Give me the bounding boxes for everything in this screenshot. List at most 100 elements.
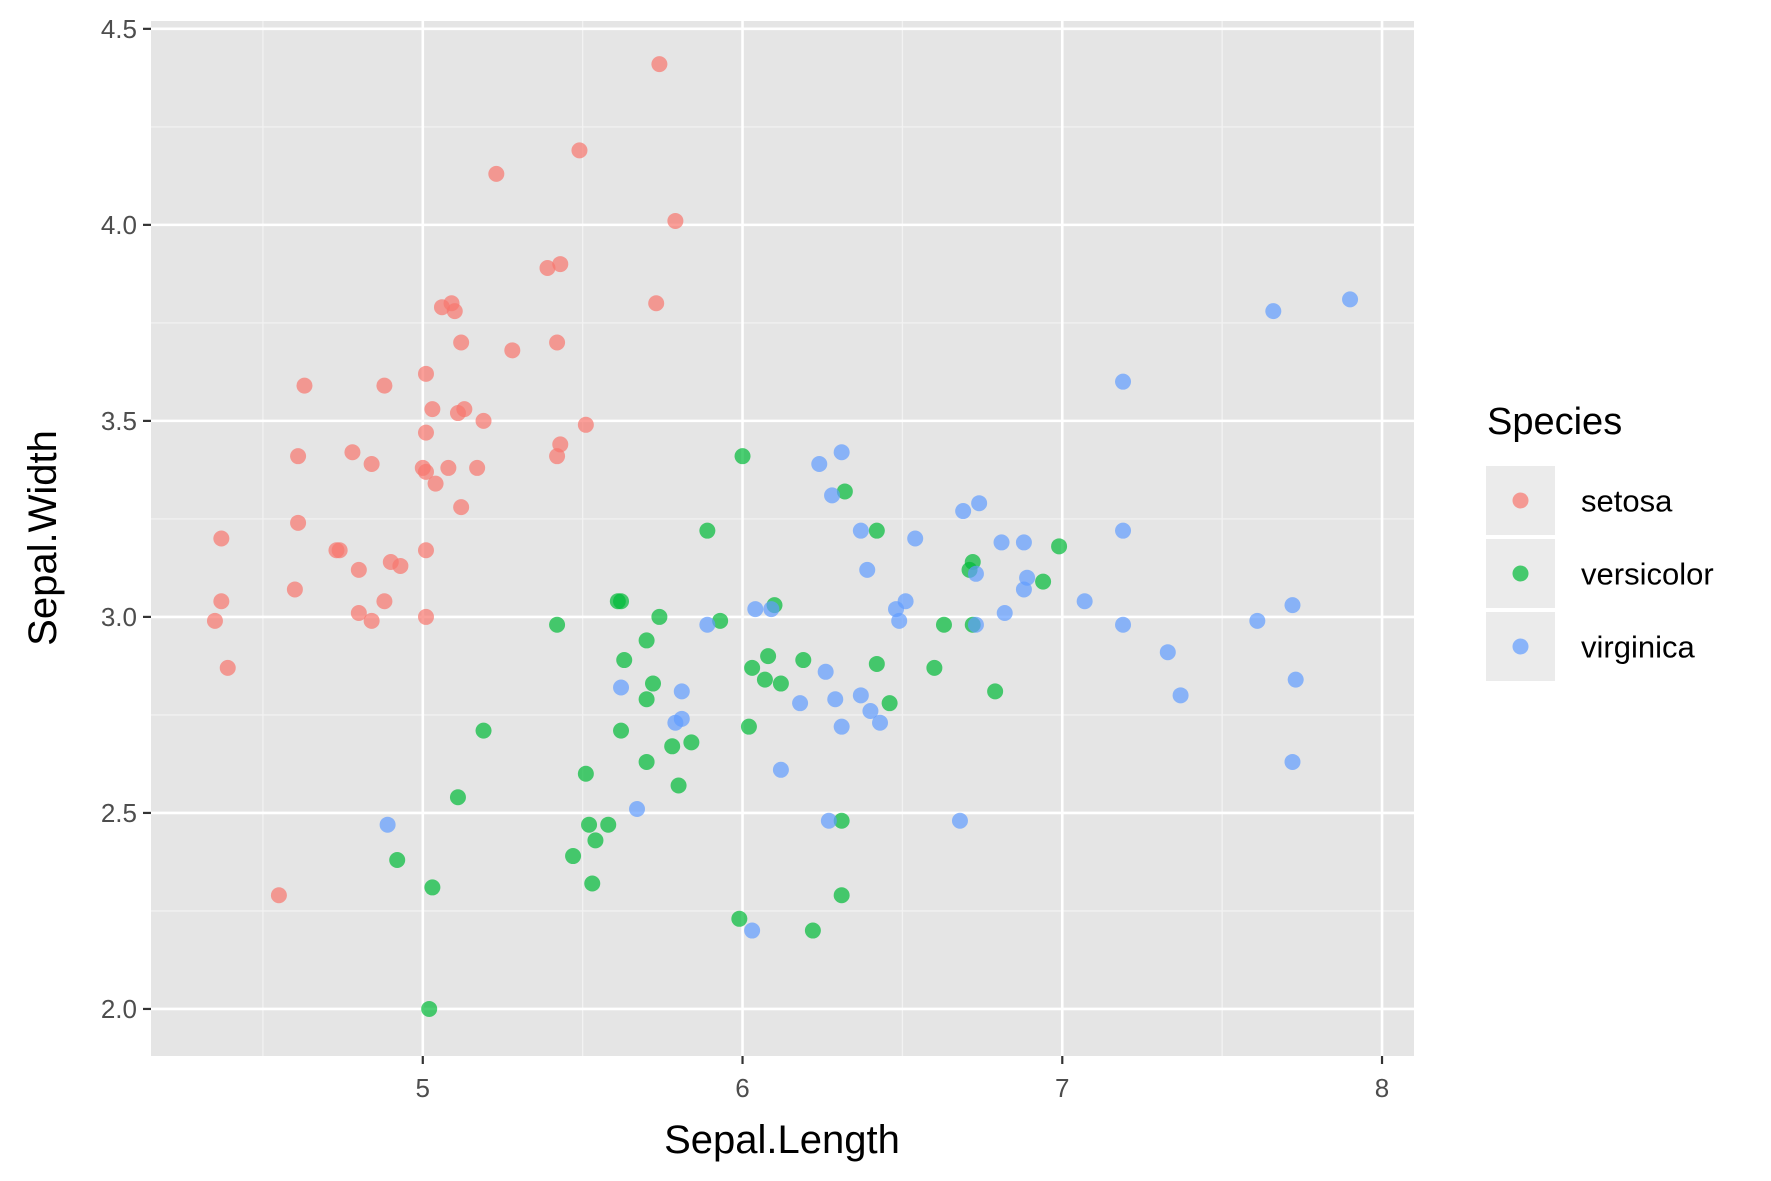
point-setosa xyxy=(552,256,569,273)
point-versicolor xyxy=(638,632,655,649)
point-virginica xyxy=(967,616,984,633)
minor-gridlines xyxy=(151,21,1414,1056)
point-versicolor xyxy=(600,816,617,833)
point-setosa xyxy=(417,424,434,441)
point-versicolor xyxy=(475,722,492,739)
point-versicolor xyxy=(926,659,943,676)
point-versicolor xyxy=(638,691,655,708)
point-versicolor xyxy=(581,816,598,833)
y-tick-label: 3.0 xyxy=(101,602,137,632)
point-versicolor xyxy=(664,738,681,755)
y-tick-label: 2.5 xyxy=(101,798,137,828)
y-axis-title: Sepal.Width xyxy=(21,430,65,646)
point-versicolor xyxy=(795,652,812,669)
point-setosa xyxy=(296,377,313,394)
point-versicolor xyxy=(836,483,853,500)
point-setosa xyxy=(504,342,521,359)
point-virginica xyxy=(859,561,876,578)
point-setosa xyxy=(206,612,223,629)
point-setosa xyxy=(651,56,668,73)
point-virginica xyxy=(1076,593,1093,610)
point-versicolor xyxy=(421,1000,438,1017)
x-tick-label: 5 xyxy=(416,1073,430,1103)
legend-label-setosa: setosa xyxy=(1581,484,1673,519)
point-setosa xyxy=(427,475,444,492)
point-virginica xyxy=(1249,612,1266,629)
point-setosa xyxy=(392,557,409,574)
point-setosa xyxy=(667,212,684,229)
point-setosa xyxy=(344,444,361,461)
point-virginica xyxy=(817,663,834,680)
point-virginica xyxy=(955,503,972,520)
point-virginica xyxy=(852,687,869,704)
point-versicolor xyxy=(1035,573,1052,590)
point-virginica xyxy=(792,695,809,712)
point-virginica xyxy=(811,456,828,473)
point-versicolor xyxy=(670,777,687,794)
point-setosa xyxy=(577,416,594,433)
point-virginica xyxy=(993,534,1010,551)
point-virginica xyxy=(1159,644,1176,661)
point-versicolor xyxy=(987,683,1004,700)
point-setosa xyxy=(219,659,236,676)
point-versicolor xyxy=(712,612,729,629)
legend-label-virginica: virginica xyxy=(1581,630,1695,665)
point-versicolor xyxy=(584,875,601,892)
legend: Species setosa versicolor virginica xyxy=(1486,401,1714,681)
point-virginica xyxy=(820,812,837,829)
legend-title: Species xyxy=(1487,401,1622,443)
y-tick-label: 3.5 xyxy=(101,406,137,436)
point-virginica xyxy=(673,683,690,700)
point-versicolor xyxy=(651,608,668,625)
point-virginica xyxy=(872,714,889,731)
point-versicolor xyxy=(833,887,850,904)
point-versicolor xyxy=(616,652,633,669)
point-versicolor xyxy=(734,448,751,465)
point-virginica xyxy=(747,601,764,618)
point-setosa xyxy=(350,604,367,621)
point-versicolor xyxy=(613,593,630,610)
point-virginica xyxy=(673,710,690,727)
point-virginica xyxy=(1172,687,1189,704)
point-setosa xyxy=(539,259,556,276)
point-virginica xyxy=(951,812,968,829)
point-virginica xyxy=(763,601,780,618)
point-versicolor xyxy=(613,722,630,739)
point-virginica xyxy=(699,616,716,633)
point-virginica xyxy=(967,565,984,582)
point-setosa xyxy=(417,365,434,382)
point-virginica xyxy=(1115,522,1132,539)
data-points xyxy=(206,56,1359,1017)
point-setosa xyxy=(417,542,434,559)
point-setosa xyxy=(290,514,307,531)
point-setosa xyxy=(270,887,287,904)
point-versicolor xyxy=(699,522,716,539)
x-tick-label: 8 xyxy=(1375,1073,1389,1103)
point-virginica xyxy=(629,801,646,818)
legend-swatch-versicolor xyxy=(1512,565,1529,582)
point-versicolor xyxy=(804,922,821,939)
point-setosa xyxy=(453,499,470,516)
point-virginica xyxy=(1284,597,1301,614)
point-virginica xyxy=(907,530,924,547)
point-setosa xyxy=(440,459,457,476)
point-virginica xyxy=(827,691,844,708)
series-virginica xyxy=(379,291,1359,939)
y-tick-label: 4.0 xyxy=(101,210,137,240)
series-setosa xyxy=(206,56,684,904)
point-versicolor xyxy=(1051,538,1068,555)
point-versicolor xyxy=(424,879,441,896)
point-versicolor xyxy=(549,616,566,633)
point-virginica xyxy=(852,522,869,539)
point-virginica xyxy=(862,703,879,719)
point-virginica xyxy=(613,679,630,696)
point-versicolor xyxy=(638,753,655,770)
point-setosa xyxy=(331,542,348,559)
point-versicolor xyxy=(760,648,777,665)
point-virginica xyxy=(772,761,789,778)
point-setosa xyxy=(488,165,505,182)
point-setosa xyxy=(648,295,665,312)
point-versicolor xyxy=(731,910,748,927)
point-setosa xyxy=(417,608,434,625)
